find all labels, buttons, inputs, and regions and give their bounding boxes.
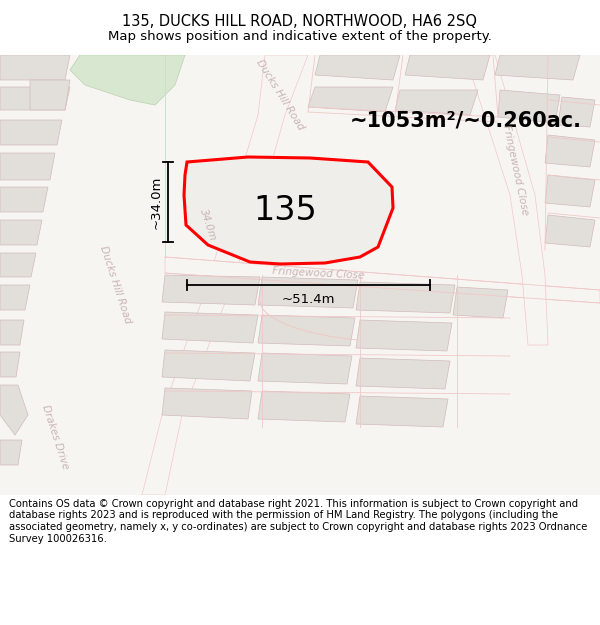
Polygon shape [162,275,260,305]
Text: Fringewood Close: Fringewood Close [500,124,529,216]
Polygon shape [0,120,62,145]
Text: 135, DUCKS HILL ROAD, NORTHWOOD, HA6 2SQ: 135, DUCKS HILL ROAD, NORTHWOOD, HA6 2SQ [122,14,478,29]
Polygon shape [308,87,393,112]
Polygon shape [495,55,580,80]
Text: Ducks Hill Road: Ducks Hill Road [254,58,306,132]
Polygon shape [258,353,352,384]
Text: Ducks Hill Road: Ducks Hill Road [98,245,133,325]
Polygon shape [30,80,70,110]
Text: ~1053m²/~0.260ac.: ~1053m²/~0.260ac. [350,110,582,130]
Polygon shape [162,312,258,343]
Polygon shape [142,55,308,495]
Polygon shape [453,287,508,318]
Polygon shape [356,282,455,313]
Text: Drakes Drive: Drakes Drive [40,404,70,471]
Text: 34.0m: 34.0m [198,208,218,242]
Polygon shape [162,388,252,419]
Text: Contains OS data © Crown copyright and database right 2021. This information is : Contains OS data © Crown copyright and d… [9,499,587,544]
Polygon shape [356,358,450,389]
Polygon shape [0,187,48,212]
Polygon shape [258,391,350,422]
Polygon shape [0,153,55,180]
Text: Map shows position and indicative extent of the property.: Map shows position and indicative extent… [108,30,492,43]
Polygon shape [545,175,595,207]
Polygon shape [405,55,490,80]
Polygon shape [545,135,595,167]
Polygon shape [356,320,452,351]
Polygon shape [545,215,595,247]
Polygon shape [165,257,600,303]
Polygon shape [0,55,70,80]
Polygon shape [498,90,560,123]
Text: Fringewood Close: Fringewood Close [272,266,364,281]
Polygon shape [0,320,24,345]
Text: 135: 135 [253,194,317,226]
Polygon shape [0,385,28,435]
Polygon shape [0,285,30,310]
Polygon shape [558,97,595,127]
Polygon shape [0,352,20,377]
Polygon shape [258,315,355,346]
Polygon shape [395,90,478,115]
Polygon shape [315,55,400,80]
Polygon shape [258,277,358,308]
Polygon shape [70,55,185,105]
Polygon shape [0,440,22,465]
Polygon shape [0,220,42,245]
Polygon shape [184,157,393,264]
Polygon shape [356,396,448,427]
Polygon shape [465,55,548,345]
Text: ~34.0m: ~34.0m [150,175,163,229]
Polygon shape [0,253,36,277]
Polygon shape [162,350,255,381]
Text: ~51.4m: ~51.4m [282,293,335,306]
Polygon shape [0,87,70,110]
